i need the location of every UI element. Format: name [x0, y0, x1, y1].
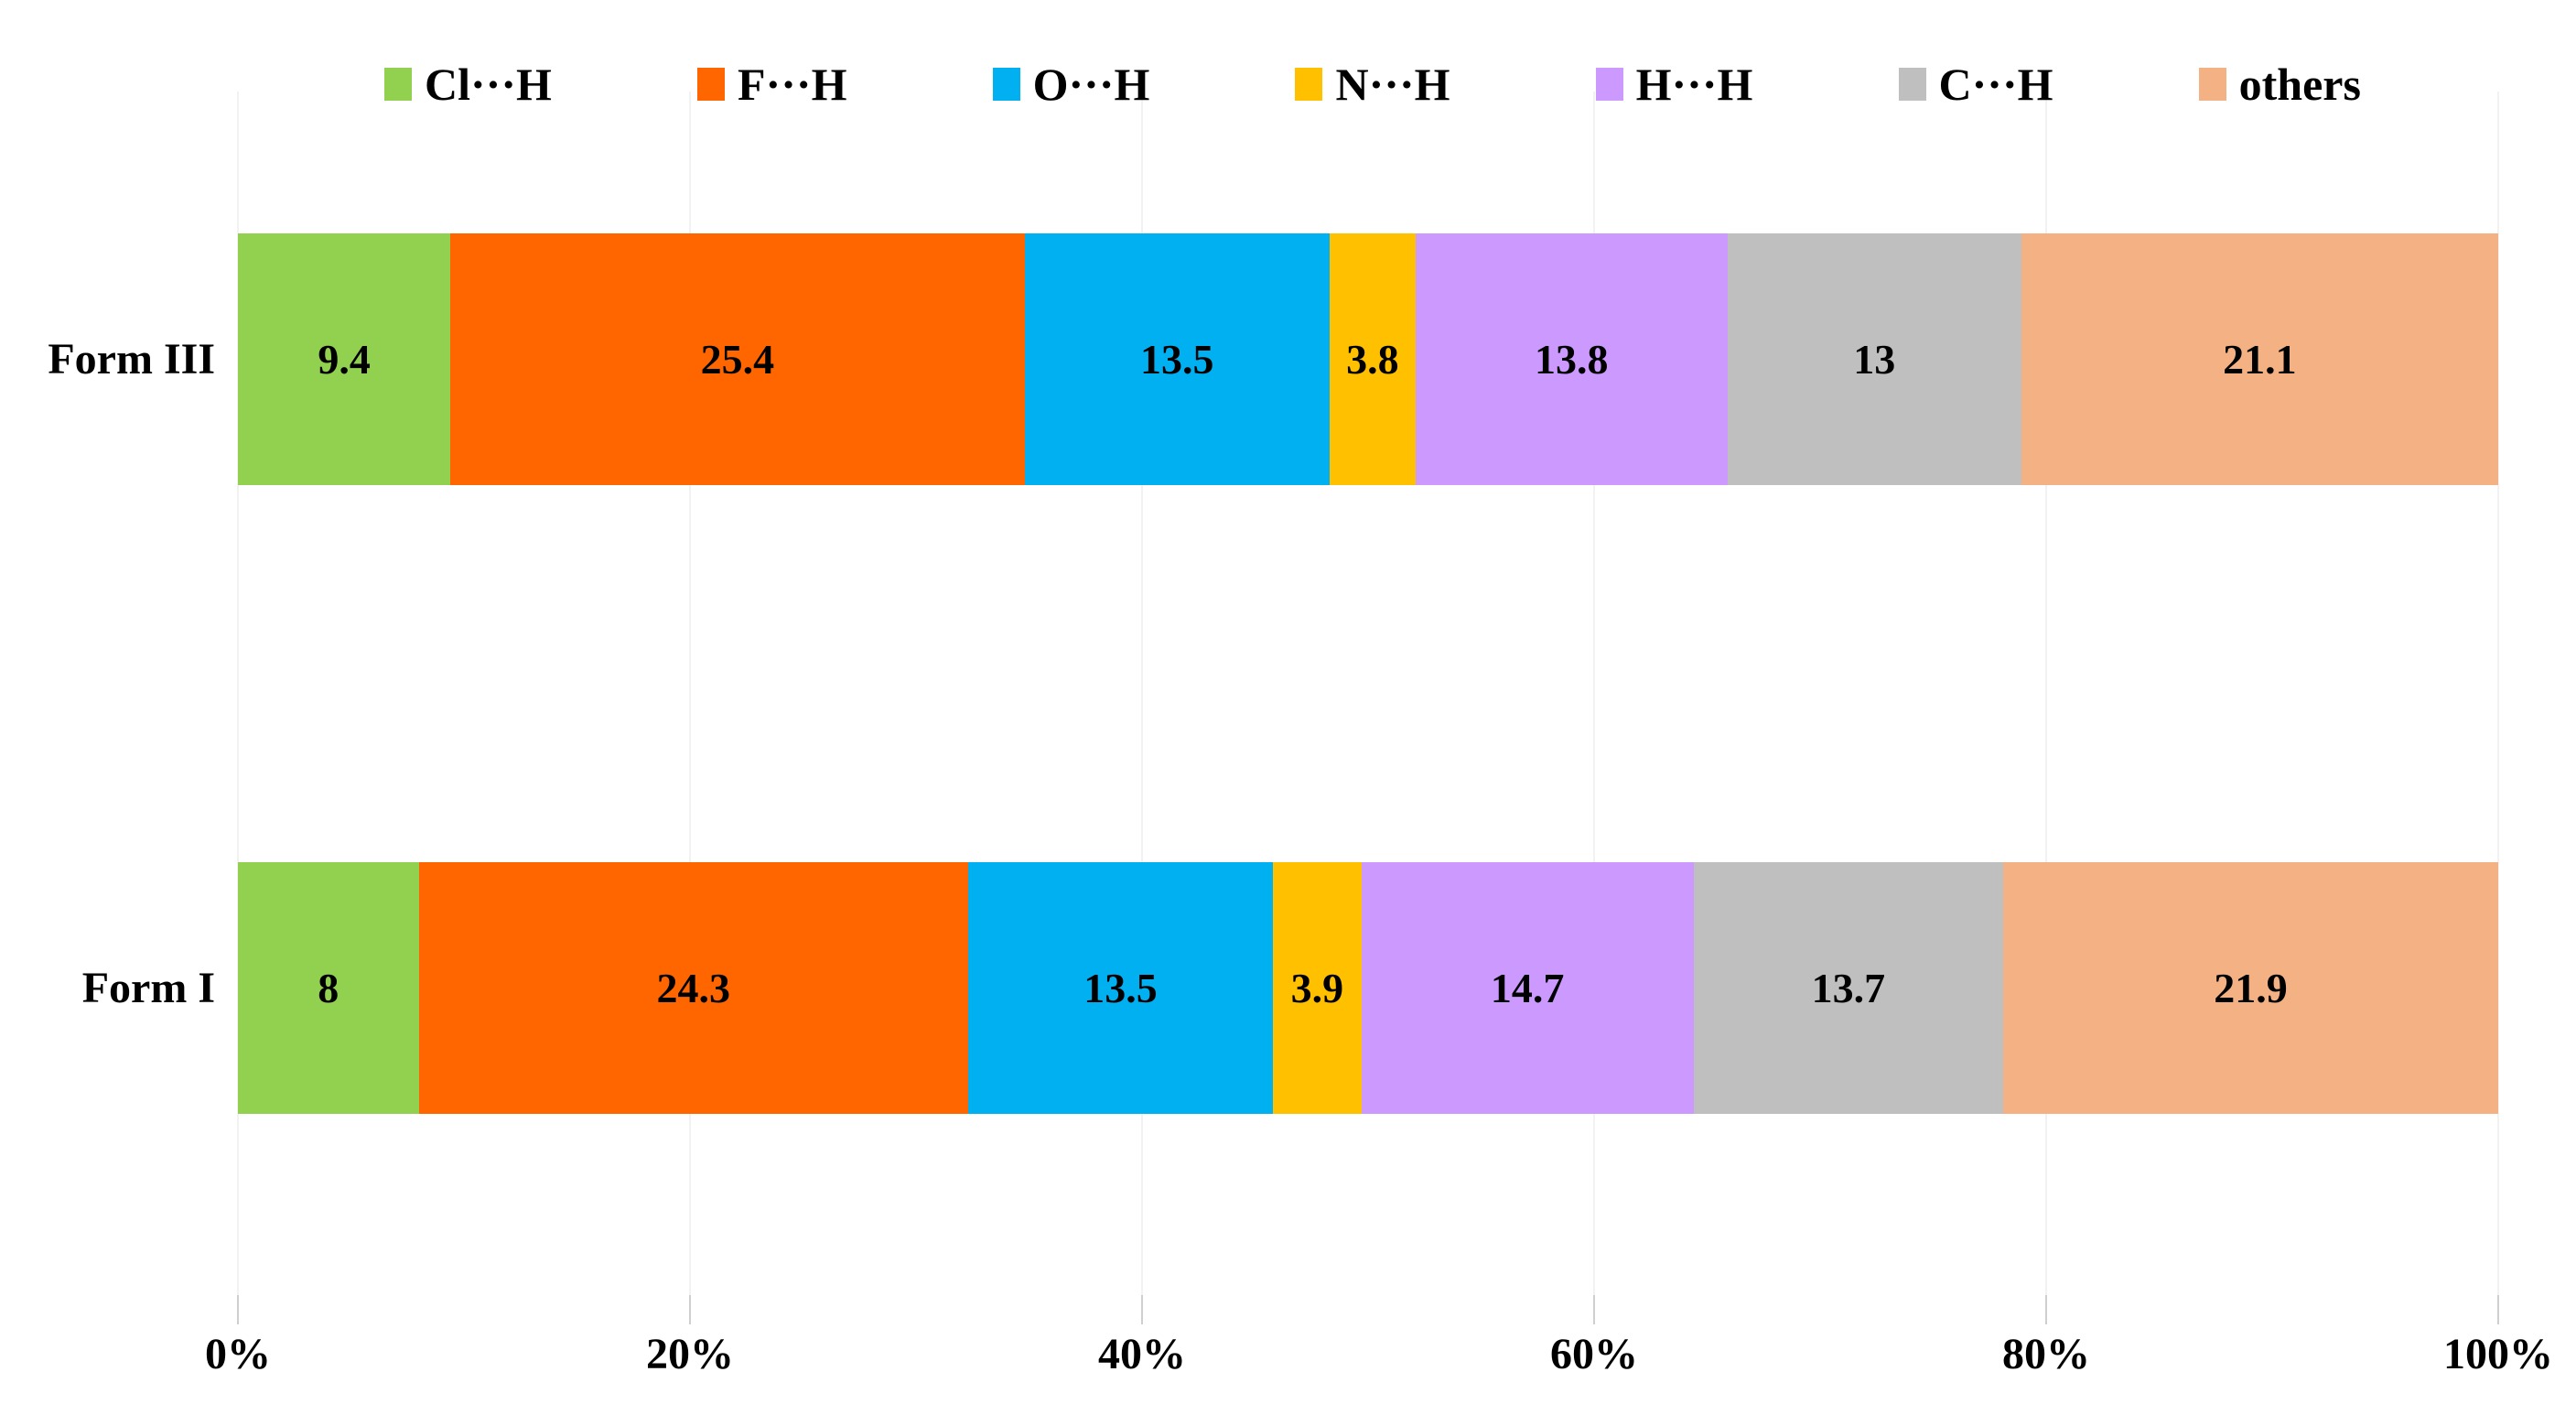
- bar-segment: 13.5: [967, 862, 1274, 1114]
- bar-segment: 13.7: [1693, 862, 2004, 1114]
- bar-segment-label: 13.5: [1083, 964, 1158, 1011]
- legend-item: C···H: [1898, 59, 2053, 110]
- bar-segment-label: 3.9: [1290, 964, 1344, 1011]
- tick-mark: [689, 1295, 691, 1324]
- legend-label: N···H: [1335, 59, 1450, 110]
- tick-mark: [1593, 1295, 1595, 1324]
- legend-swatch: [697, 68, 726, 101]
- bar-segment: 3.9: [1273, 862, 1362, 1114]
- bar-segment-label: 21.9: [2214, 964, 2288, 1011]
- bar-segment-label: 13.5: [1140, 335, 1214, 383]
- category-label: Form III: [48, 335, 215, 383]
- tick-mark: [2045, 1295, 2047, 1324]
- bar-segment: 21.9: [2003, 862, 2498, 1114]
- category-label: Form I: [81, 964, 215, 1012]
- legend-label: C···H: [1938, 59, 2053, 110]
- tick-mark: [2497, 1295, 2499, 1324]
- gridline: [1593, 92, 1595, 1324]
- bar-segment-label: 13: [1853, 335, 1896, 383]
- legend-item: H···H: [1595, 59, 1753, 110]
- legend-swatch: [1595, 68, 1623, 101]
- bar-segment-label: 13.8: [1535, 335, 1609, 383]
- bar-segment-label: 9.4: [318, 335, 371, 383]
- legend-item: F···H: [697, 61, 846, 107]
- x-tick-label: 0%: [205, 1330, 271, 1378]
- legend-label: others: [2238, 59, 2361, 110]
- bar-segment: 3.8: [1329, 233, 1416, 485]
- bar-segment: 13: [1727, 233, 2021, 485]
- legend-swatch: [1295, 68, 1323, 101]
- legend-label: Cl···H: [425, 59, 552, 110]
- bar-segment: 8: [238, 862, 419, 1114]
- bar-segment-label: 25.4: [700, 335, 775, 383]
- x-tick-label: 80%: [2002, 1330, 2090, 1378]
- bar-row: 8 24.3 13.5 3.9 14.7 13.7 21.9: [238, 862, 2498, 1114]
- legend-label: H···H: [1635, 59, 1753, 110]
- legend-swatch: [384, 68, 412, 101]
- bar-segment-label: 3.8: [1346, 335, 1399, 383]
- gridline: [1141, 92, 1143, 1324]
- legend-item: O···H: [992, 59, 1150, 110]
- legend-swatch: [2198, 68, 2226, 101]
- bar-row: 9.4 25.4 13.5 3.8 13.8 13 21.1: [238, 233, 2498, 485]
- x-tick-label: 100%: [2443, 1330, 2553, 1378]
- bar-segment: 21.1: [2021, 233, 2498, 485]
- gridline: [689, 92, 691, 1324]
- gridline: [2045, 92, 2047, 1324]
- tick-mark: [1141, 1295, 1143, 1324]
- legend-item: N···H: [1295, 61, 1450, 107]
- bar-segment-label: 8: [318, 964, 340, 1011]
- legend: Cl···H F···H O···H N···H H···H C···H others: [384, 57, 2361, 112]
- legend-swatch: [992, 68, 1020, 101]
- legend-item: Cl···H: [384, 61, 552, 107]
- x-tick-label: 40%: [1098, 1330, 1186, 1378]
- bar-segment-label: 21.1: [2223, 335, 2297, 383]
- bar-segment-label: 24.3: [656, 964, 730, 1011]
- bar-segment: 25.4: [450, 233, 1025, 485]
- gridline: [2497, 92, 2499, 1324]
- bar-segment: 14.7: [1361, 862, 1694, 1114]
- bar-segment: 13.8: [1415, 233, 1728, 485]
- x-tick-label: 60%: [1550, 1330, 1638, 1378]
- x-tick-label: 20%: [646, 1330, 734, 1378]
- gridline: [237, 92, 239, 1324]
- bar-segment: 24.3: [418, 862, 968, 1114]
- legend-swatch: [1898, 68, 1926, 101]
- bar-segment: 13.5: [1024, 233, 1330, 485]
- bar-segment: 9.4: [238, 233, 451, 485]
- bar-segment-label: 14.7: [1490, 964, 1565, 1011]
- legend-label: O···H: [1032, 59, 1150, 110]
- tick-mark: [237, 1295, 239, 1324]
- legend-item: others: [2198, 59, 2361, 110]
- legend-label: F···H: [738, 59, 847, 110]
- bar-segment-label: 13.7: [1811, 964, 1886, 1011]
